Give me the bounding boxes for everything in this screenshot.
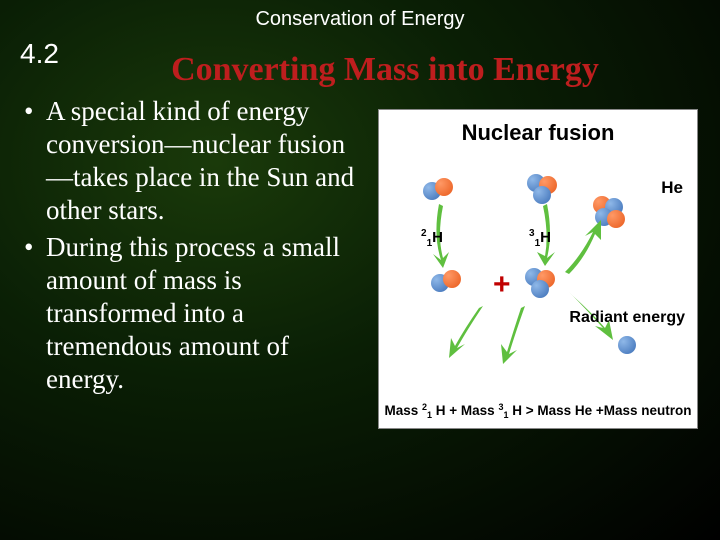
arrow-radiant2 <box>497 304 535 368</box>
arrow-helium-out <box>561 218 607 276</box>
h3-label: 31H <box>529 228 551 249</box>
bullet-list: A special kind of energy conversion—nucl… <box>22 95 362 399</box>
slide-title: Converting Mass into Energy <box>70 51 700 89</box>
figure-title: Nuclear fusion <box>379 120 697 146</box>
mass-equation: Mass 21 H + Mass 31 H > Mass He +Mass ne… <box>379 403 697 418</box>
content-row: A special kind of energy conversion—nucl… <box>0 95 720 429</box>
plus-sign: + <box>493 268 511 302</box>
section-number: 4.2 <box>20 38 59 70</box>
h2-label: 21H <box>421 228 443 249</box>
slide-header: Conservation of Energy <box>0 0 720 31</box>
list-item: A special kind of energy conversion—nucl… <box>22 95 362 227</box>
list-item: During this process a small amount of ma… <box>22 231 362 396</box>
radiant-label: Radiant energy <box>569 310 685 326</box>
fusion-diagram: Nuclear fusion <box>378 109 698 429</box>
arrow-radiant1 <box>447 302 491 362</box>
he-label: He <box>661 178 683 198</box>
